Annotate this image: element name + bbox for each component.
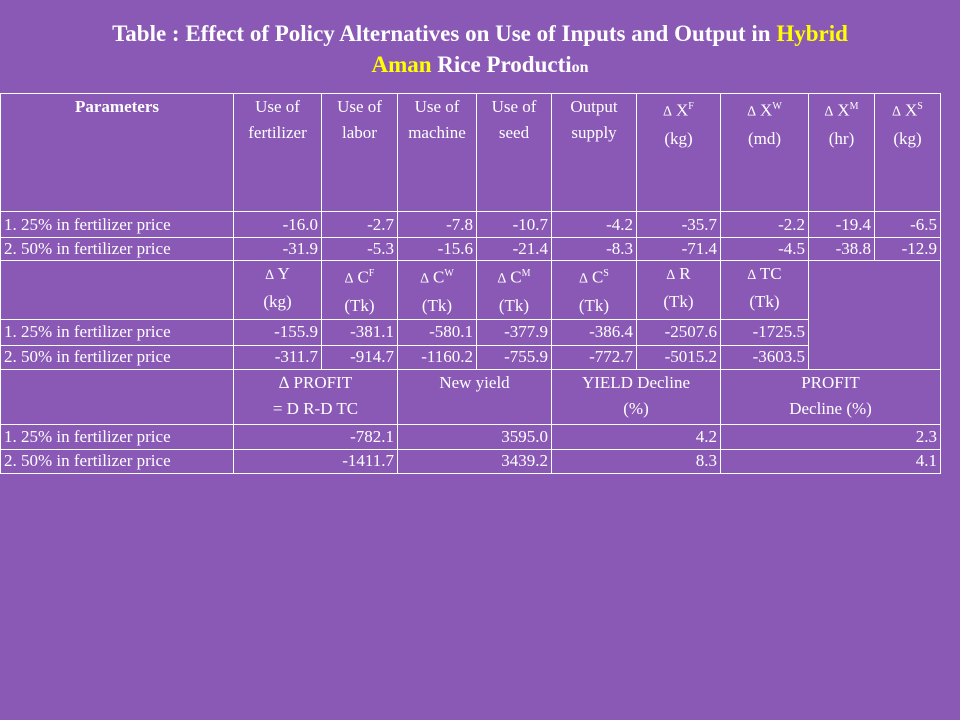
- table-cell: 2.3: [720, 423, 941, 450]
- table-cell: -5015.2: [636, 344, 721, 370]
- table-cell: -8.3: [551, 237, 637, 261]
- header-yield-decline: YIELD Decline (%): [551, 368, 721, 425]
- header-seed: Use of seed: [476, 93, 552, 212]
- header-delta-tc: ∆ TC (Tk): [720, 260, 809, 320]
- empty-cell: [0, 368, 234, 425]
- table-cell: -772.7: [551, 344, 637, 370]
- header-delta-r: ∆ R (Tk): [636, 260, 721, 320]
- table-cell: 3439.2: [397, 448, 552, 474]
- row-label: 2. 50% in fertilizer price: [0, 344, 234, 370]
- table-cell: -914.7: [321, 344, 398, 370]
- table-cell: -2.2: [720, 211, 809, 238]
- table-cell: -3603.5: [720, 344, 809, 370]
- header-profit-decline: PROFIT Decline (%): [720, 368, 941, 425]
- section2-header-row: ∆ Y (kg) ∆ CF (Tk) ∆ CW (Tk) ∆ CM (Tk) ∆ CS(…: [0, 260, 941, 370]
- table-cell: -4.5: [720, 237, 809, 261]
- table-cell: 4.1: [720, 448, 941, 474]
- header-delta-profit: ∆ PROFIT = D R-D TC: [233, 368, 398, 425]
- header-delta-xs: ∆ XS (kg): [874, 93, 941, 212]
- table-cell: -311.7: [233, 344, 322, 370]
- section1-header-row: Parameters Use of fertilizer Use of labor …: [0, 93, 941, 212]
- header-fertilizer: Use of fertilizer: [233, 93, 322, 212]
- table-cell: -1725.5: [720, 318, 809, 346]
- title-text: Table : Effect of Policy Alternatives on…: [112, 21, 777, 46]
- table-cell: -2.7: [321, 211, 398, 238]
- row-label: 2. 50% in fertilizer price: [0, 448, 234, 474]
- table-cell: -377.9: [476, 318, 552, 346]
- row-label: 2. 50% in fertilizer price: [0, 237, 234, 261]
- header-delta-xw: ∆ XW (md): [720, 93, 809, 212]
- table-cell: -38.8: [808, 237, 875, 261]
- header-delta-cm: ∆ CM (Tk): [476, 260, 552, 320]
- title-highlight-hybrid: Hybrid: [776, 21, 848, 46]
- policy-effects-table: Parameters Use of fertilizer Use of labor …: [0, 93, 941, 474]
- title-text-3: on: [571, 59, 589, 76]
- header-delta-cw: ∆ CW (Tk): [397, 260, 477, 320]
- header-delta-xf: ∆ XF (kg): [636, 93, 721, 212]
- title-text-2: Rice Producti: [431, 52, 572, 77]
- row-label: 1. 25% in fertilizer price: [0, 211, 234, 238]
- table-cell: -31.9: [233, 237, 322, 261]
- table-row: 1. 25% in fertilizer price -155.9 -381.1…: [0, 318, 941, 346]
- table-cell: -782.1: [233, 423, 398, 450]
- header-machine: Use of machine: [397, 93, 477, 212]
- table-row: 1. 25% in fertilizer price -782.1 3595.0…: [0, 423, 941, 450]
- table-row: 2. 50% in fertilizer price -31.9 -5.3 -1…: [0, 237, 941, 261]
- table-cell: -10.7: [476, 211, 552, 238]
- header-labor: Use of labor: [321, 93, 398, 212]
- table-cell: -4.2: [551, 211, 637, 238]
- table-cell: -1160.2: [397, 344, 477, 370]
- table-cell: -5.3: [321, 237, 398, 261]
- title-highlight-aman: Aman: [371, 52, 432, 77]
- table-cell: -6.5: [874, 211, 941, 238]
- header-delta-cs: ∆ CS (Tk): [551, 260, 637, 320]
- page-title: Table : Effect of Policy Alternatives on…: [0, 18, 960, 83]
- header-output: Output supply: [551, 93, 637, 212]
- table-cell: -19.4: [808, 211, 875, 238]
- row-label: 1. 25% in fertilizer price: [0, 423, 234, 450]
- empty-block: [808, 260, 941, 370]
- table-cell: -381.1: [321, 318, 398, 346]
- table-cell: -386.4: [551, 318, 637, 346]
- table-cell: -155.9: [233, 318, 322, 346]
- table-cell: -12.9: [874, 237, 941, 261]
- table-cell: -7.8: [397, 211, 477, 238]
- table-cell: -2507.6: [636, 318, 721, 346]
- table-cell: -35.7: [636, 211, 721, 238]
- header-delta-xm: ∆ XM (hr): [808, 93, 875, 212]
- header-delta-y: ∆ Y (kg): [233, 260, 322, 320]
- table-cell: -580.1: [397, 318, 477, 346]
- empty-cell: [0, 260, 234, 320]
- table-row: 1. 25% in fertilizer price -16.0 -2.7 -7…: [0, 211, 941, 238]
- table-cell: 4.2: [551, 423, 721, 450]
- table-cell: -1411.7: [233, 448, 398, 474]
- header-delta-cf: ∆ CF (Tk): [321, 260, 398, 320]
- table-cell: 8.3: [551, 448, 721, 474]
- table-cell: -21.4: [476, 237, 552, 261]
- table-cell: -71.4: [636, 237, 721, 261]
- table-cell: -15.6: [397, 237, 477, 261]
- table-cell: -16.0: [233, 211, 322, 238]
- table-row: 2. 50% in fertilizer price -311.7 -914.7…: [0, 344, 941, 370]
- table-cell: -755.9: [476, 344, 552, 370]
- table-cell: 3595.0: [397, 423, 552, 450]
- header-new-yield: New yield: [397, 368, 552, 425]
- row-label: 1. 25% in fertilizer price: [0, 318, 234, 346]
- section3-header-row: ∆ PROFIT = D R-D TC New yield YIELD Decli…: [0, 368, 941, 425]
- table-row: 2. 50% in fertilizer price -1411.7 3439.…: [0, 448, 941, 474]
- parameters-header: Parameters: [0, 93, 234, 212]
